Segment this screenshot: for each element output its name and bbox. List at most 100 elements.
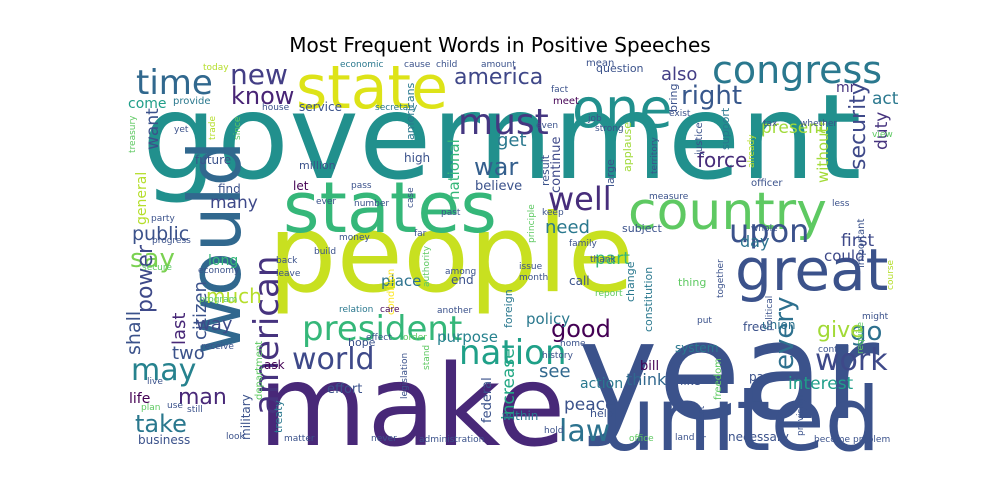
word-first: first xyxy=(841,231,875,251)
word-make: make xyxy=(258,342,566,472)
word-today: today xyxy=(203,63,229,73)
word-continue: continue xyxy=(549,136,564,193)
word-new: new xyxy=(230,58,288,91)
word-question: question xyxy=(596,62,644,75)
word-upon: upon xyxy=(729,212,809,250)
word-part: part xyxy=(595,249,630,269)
word-meet: meet xyxy=(553,96,579,107)
word-also: also xyxy=(661,64,697,85)
word-leave: leave xyxy=(276,269,301,279)
word-act: act xyxy=(872,89,899,109)
word-time: time xyxy=(136,63,213,103)
word-force: force xyxy=(697,148,747,172)
word-man: man xyxy=(178,385,227,410)
word-control: control xyxy=(818,345,849,355)
word-war: war xyxy=(474,153,518,181)
word-pass: pass xyxy=(351,181,372,191)
word-hope: hope xyxy=(348,336,376,349)
word-economy: economy xyxy=(198,266,240,276)
word-must: must xyxy=(458,102,549,143)
word-treaty: treaty xyxy=(272,400,285,433)
word-care: care xyxy=(380,305,400,315)
word-call: call xyxy=(569,274,590,288)
word-require: require xyxy=(856,322,866,354)
word-states: states xyxy=(283,167,497,249)
word-great: great xyxy=(735,236,888,304)
word-ever: ever xyxy=(316,197,336,207)
word-case: case xyxy=(406,187,416,208)
word-right: right xyxy=(681,81,742,111)
word-program: program xyxy=(199,295,237,305)
word-help: help xyxy=(590,407,614,420)
word-might: might xyxy=(862,312,889,322)
word-thing: thing xyxy=(678,276,706,289)
word-even: even xyxy=(536,121,558,131)
word-pay: pay xyxy=(749,370,771,384)
word-stand: stand xyxy=(422,345,432,370)
word-back: back xyxy=(276,256,298,266)
word-become: become xyxy=(814,435,850,445)
word-thank: thank xyxy=(590,255,616,265)
word-last: last xyxy=(169,313,190,345)
word-yet: yet xyxy=(174,125,189,135)
word-duty: duty xyxy=(872,112,892,150)
word-provide: provide xyxy=(173,96,211,107)
word-american: american xyxy=(247,256,287,415)
word-action: action xyxy=(580,376,623,392)
word-view: view xyxy=(872,130,893,140)
word-condition: condition xyxy=(386,269,397,315)
word-mean: mean xyxy=(586,58,614,69)
word-power: power xyxy=(133,244,158,313)
word-place: place xyxy=(381,272,421,290)
word-matter: matter xyxy=(284,434,315,444)
word-build: build xyxy=(314,247,336,257)
word-order: order xyxy=(403,333,427,343)
word-security: security xyxy=(846,82,871,170)
word-effort: effort xyxy=(327,382,362,397)
word-mr: mr xyxy=(836,80,856,96)
word-general: general xyxy=(134,172,150,225)
word-cause: cause xyxy=(404,60,431,70)
word-every: every xyxy=(770,297,800,370)
word-country: country xyxy=(628,182,827,242)
word-present: present xyxy=(761,118,826,138)
word-say: say xyxy=(130,244,175,274)
word-congress: congress xyxy=(712,48,882,92)
word-could: could xyxy=(824,247,865,265)
word-officer: officer xyxy=(751,178,783,189)
word-get: get xyxy=(497,130,527,151)
word-free: free xyxy=(743,320,767,334)
word-system: system xyxy=(675,341,718,355)
word-protect: protect xyxy=(697,405,707,438)
word-necessary: necessary xyxy=(728,430,789,444)
word-purpose: purpose xyxy=(437,328,498,346)
word-public: public xyxy=(132,223,189,245)
word-within: within xyxy=(502,409,538,423)
word-may: may xyxy=(131,353,196,388)
word-work: work xyxy=(815,343,888,378)
word-year: year xyxy=(578,293,880,450)
word-strong: strong xyxy=(595,124,624,134)
word-find: find xyxy=(218,182,241,196)
word-give: give xyxy=(817,318,864,343)
word-hold: hold xyxy=(544,426,563,436)
word-president: president xyxy=(302,309,462,349)
word-day: day xyxy=(740,232,769,251)
word-federal: federal xyxy=(480,377,495,423)
word-fact: fact xyxy=(551,85,569,95)
word-principle: principle xyxy=(527,204,537,243)
word-money: money xyxy=(339,233,371,243)
word-less: less xyxy=(832,199,850,209)
word-need: need xyxy=(545,217,590,238)
word-legislation: legislation xyxy=(400,353,410,399)
word-national: national xyxy=(445,139,463,200)
word-use: use xyxy=(167,401,183,411)
word-change: change xyxy=(624,261,637,302)
word-come: come xyxy=(128,96,167,112)
word-would: would xyxy=(173,141,257,355)
word-still: still xyxy=(187,405,203,415)
word-exist: exist xyxy=(669,109,691,119)
word-provision: provision xyxy=(796,395,806,436)
word-look: look xyxy=(226,432,246,442)
word-among: among xyxy=(445,267,476,277)
